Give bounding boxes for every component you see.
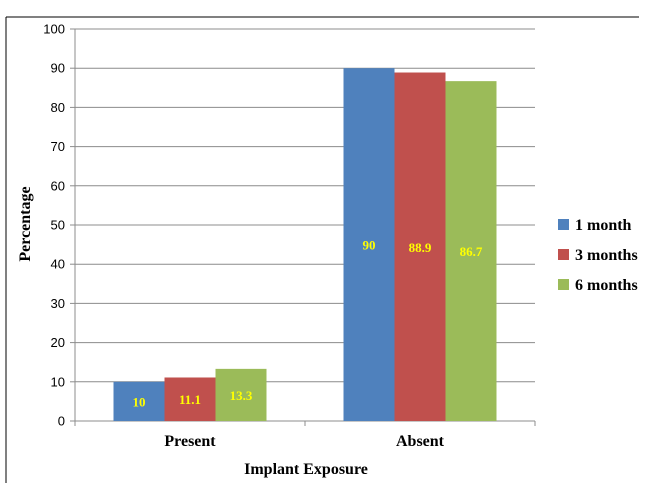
y-tick-label: 30: [51, 296, 65, 311]
data-label: 90: [363, 238, 376, 253]
y-tick-labels: 0 10 20 30 40 50 60 70 80 90 100: [43, 22, 65, 429]
legend-swatch: [558, 219, 569, 230]
legend-label: 6 months: [575, 277, 638, 294]
y-axis-title: Percentage: [17, 186, 34, 261]
data-label: 10: [133, 394, 146, 409]
bar-6-months-present: [215, 368, 267, 421]
y-tick-label: 0: [58, 414, 65, 429]
data-labels: 10 11.1 13.3 90 88.9 86.7: [133, 238, 483, 410]
data-label: 13.3: [230, 388, 253, 403]
y-tick-label: 10: [51, 374, 65, 389]
y-tick-label: 20: [51, 335, 65, 350]
bar-6-months-absent: [445, 81, 497, 422]
y-tick-label: 100: [43, 22, 65, 37]
x-tick-label: Absent: [396, 433, 445, 450]
bar-3-months-present: [164, 377, 216, 421]
legend-label: 3 months: [575, 247, 638, 264]
x-tick-labels: Present Absent: [164, 433, 444, 450]
bar-1-month-present: [113, 381, 165, 421]
y-tick-label: 60: [51, 178, 65, 193]
legend-swatch: [558, 249, 569, 260]
x-tick-label: Present: [164, 433, 216, 450]
y-tick-label: 80: [51, 100, 65, 115]
legend-label: 1 month: [575, 217, 632, 234]
bar-1-month-absent: [343, 68, 395, 421]
bar-3-months-absent: [394, 72, 446, 422]
legend-swatch: [558, 279, 569, 290]
data-label: 11.1: [179, 392, 201, 407]
data-label: 86.7: [460, 244, 483, 259]
y-tick-label: 50: [51, 218, 65, 233]
x-axis-title: Implant Exposure: [244, 461, 368, 478]
bars: [113, 68, 497, 422]
y-tick-label: 40: [51, 257, 65, 272]
legend: 1 month 3 months 6 months: [558, 217, 638, 294]
y-tick-label: 90: [51, 61, 65, 76]
y-tick-label: 70: [51, 139, 65, 154]
data-label: 88.9: [409, 240, 432, 255]
